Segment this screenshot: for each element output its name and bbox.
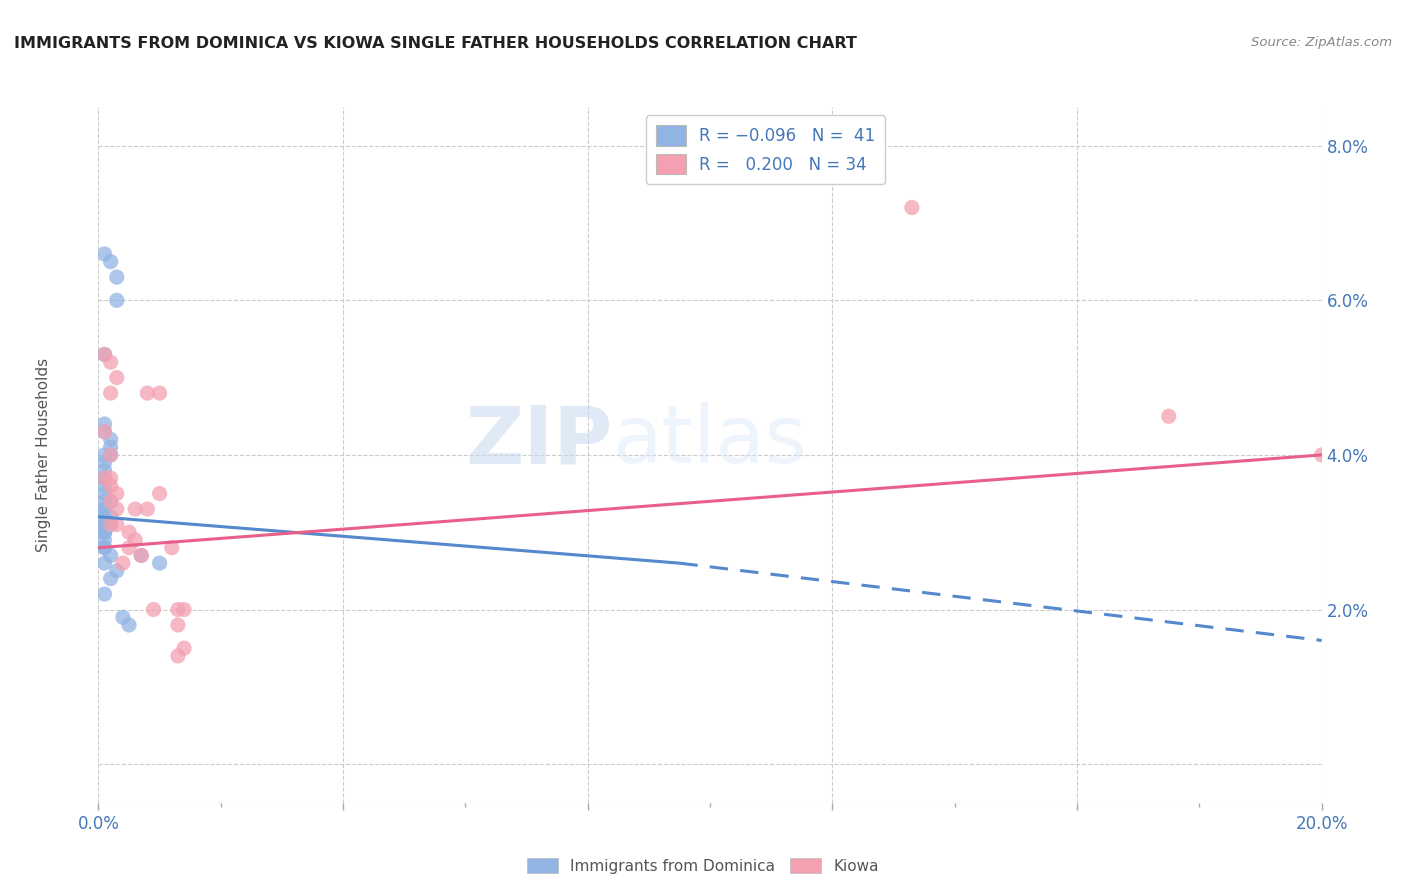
Point — [93, 486, 115, 500]
Point — [105, 270, 128, 285]
Point — [105, 564, 128, 578]
Point — [124, 533, 146, 547]
Point — [100, 549, 122, 563]
Point — [111, 556, 134, 570]
Point — [93, 525, 115, 540]
Point — [93, 471, 115, 485]
Point — [100, 479, 122, 493]
Point — [129, 549, 152, 563]
Text: IMMIGRANTS FROM DOMINICA VS KIOWA SINGLE FATHER HOUSEHOLDS CORRELATION CHART: IMMIGRANTS FROM DOMINICA VS KIOWA SINGLE… — [14, 36, 856, 51]
Point — [129, 549, 152, 563]
Point — [149, 386, 172, 401]
Point — [93, 556, 115, 570]
Point — [149, 556, 172, 570]
Point — [167, 602, 190, 616]
Point — [100, 448, 122, 462]
Text: ZIP: ZIP — [465, 402, 612, 480]
Point — [100, 517, 122, 532]
Point — [149, 486, 172, 500]
Point — [93, 587, 115, 601]
Point — [105, 486, 128, 500]
Point — [100, 355, 122, 369]
Point — [167, 648, 190, 663]
Point — [100, 494, 122, 508]
Point — [100, 386, 122, 401]
Point — [100, 494, 122, 508]
Point — [1157, 409, 1180, 424]
Point — [93, 525, 115, 540]
Point — [93, 541, 115, 555]
Point — [93, 417, 115, 431]
Legend: Immigrants from Dominica, Kiowa: Immigrants from Dominica, Kiowa — [522, 852, 884, 880]
Text: atlas: atlas — [612, 402, 807, 480]
Point — [93, 509, 115, 524]
Point — [100, 509, 122, 524]
Point — [136, 502, 159, 516]
Point — [93, 463, 115, 477]
Point — [93, 494, 115, 508]
Point — [100, 440, 122, 454]
Point — [160, 541, 183, 555]
Point — [93, 541, 115, 555]
Point — [93, 525, 115, 540]
Point — [105, 293, 128, 308]
Text: Source: ZipAtlas.com: Source: ZipAtlas.com — [1251, 36, 1392, 49]
Point — [100, 433, 122, 447]
Point — [1310, 448, 1333, 462]
Point — [93, 533, 115, 547]
Point — [93, 448, 115, 462]
Point — [100, 517, 122, 532]
Point — [118, 618, 141, 632]
Point — [136, 386, 159, 401]
Point — [118, 525, 141, 540]
Point — [93, 517, 115, 532]
Point — [105, 517, 128, 532]
Point — [173, 641, 195, 656]
Point — [105, 502, 128, 516]
Legend: R = −0.096   N =  41, R =   0.200   N = 34: R = −0.096 N = 41, R = 0.200 N = 34 — [645, 115, 886, 185]
Point — [93, 517, 115, 532]
Point — [105, 370, 128, 384]
Point — [93, 502, 115, 516]
Point — [167, 618, 190, 632]
Point — [142, 602, 165, 616]
Point — [93, 247, 115, 261]
Point — [93, 425, 115, 439]
Point — [111, 610, 134, 624]
Point — [93, 479, 115, 493]
Point — [173, 602, 195, 616]
Text: Single Father Households: Single Father Households — [37, 358, 51, 552]
Point — [93, 425, 115, 439]
Point — [901, 201, 924, 215]
Point — [93, 471, 115, 485]
Point — [100, 471, 122, 485]
Point — [93, 471, 115, 485]
Point — [100, 254, 122, 268]
Point — [124, 502, 146, 516]
Point — [93, 347, 115, 361]
Point — [100, 448, 122, 462]
Point — [118, 541, 141, 555]
Point — [93, 456, 115, 470]
Point — [100, 572, 122, 586]
Point — [93, 347, 115, 361]
Point — [93, 502, 115, 516]
